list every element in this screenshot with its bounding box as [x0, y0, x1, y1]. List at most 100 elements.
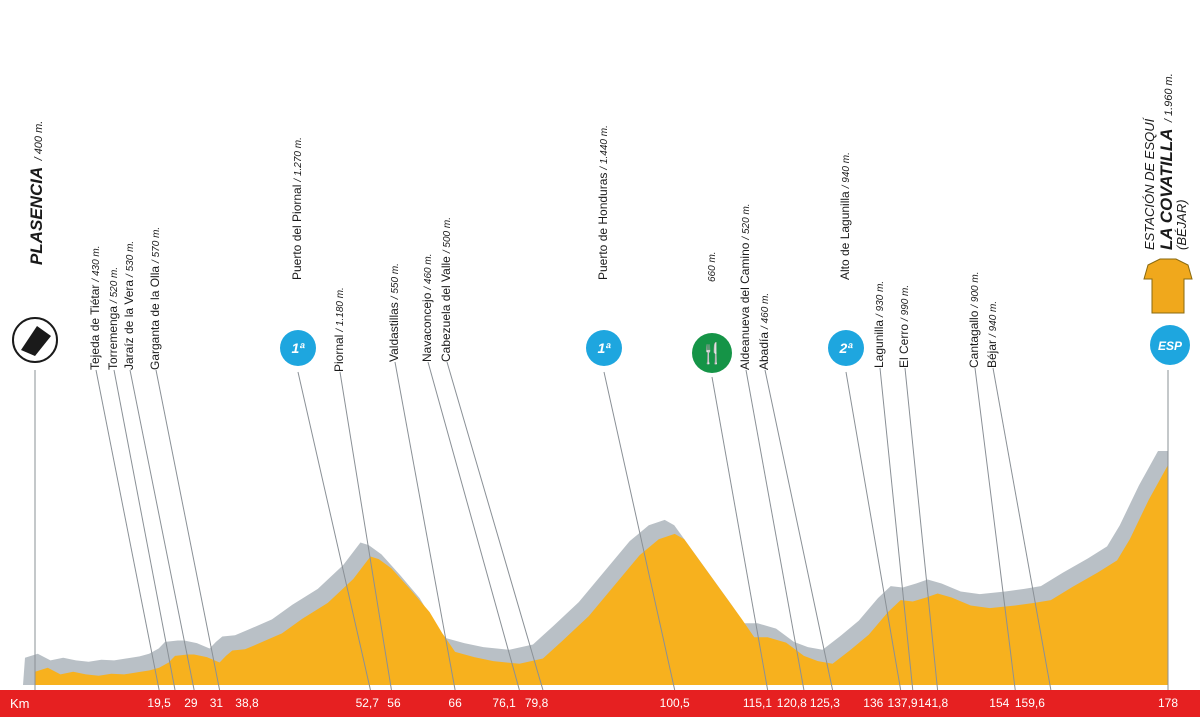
climb-category-label: 1ª	[292, 340, 306, 356]
start-elevation: / 400 m.	[33, 120, 45, 161]
waypoint-name: Tejeda de Tiétar	[88, 284, 102, 370]
waypoint-elevation: / 940 m.	[988, 300, 999, 337]
km-tick-label: 120,8	[776, 696, 807, 710]
waypoint-name: Garganta de la Olla	[148, 265, 162, 370]
feed-zone-circle	[692, 333, 732, 373]
finish-badge: ESP	[1150, 325, 1190, 365]
km-tick-label: 38,8	[235, 696, 259, 710]
waypoint-name: Jaraíz de la Vera	[122, 279, 136, 370]
jersey-icon	[1143, 258, 1193, 314]
waypoint-lines	[34, 361, 1169, 691]
waypoint-elevation: 660 m.	[707, 251, 718, 282]
km-tick-label: 137,9	[887, 696, 918, 710]
waypoint-line	[974, 367, 1016, 691]
waypoint-name: Puerto de Honduras	[596, 172, 610, 280]
climb-badge-circle	[280, 330, 316, 366]
km-tick-label: 178	[1157, 696, 1179, 710]
climb-badge-circle	[586, 330, 622, 366]
waypoint-label: Cabezuela del Valle / 500 m.	[439, 217, 453, 362]
waypoint-elevation: / 990 m.	[900, 284, 911, 321]
waypoint-line	[113, 369, 176, 691]
km-tick-label: 56	[387, 696, 401, 710]
badges: 1ª 1ª 🍴 2ª ESP	[12, 258, 1193, 373]
waypoint-name: Navaconcejo	[420, 292, 434, 362]
waypoint-label: Torremenga / 520 m.	[106, 266, 120, 370]
climb-category-label: 1ª	[598, 340, 612, 356]
climb-badge: 2ª	[828, 330, 864, 366]
waypoint-name: Abadía	[757, 331, 771, 370]
waypoint-name: Cabezuela del Valle	[439, 256, 453, 362]
waypoint-line	[339, 371, 392, 691]
climb-badge-circle	[828, 330, 864, 366]
waypoint-name: Alto de Lagunilla	[838, 191, 852, 280]
km-tick-label: 66	[448, 696, 462, 710]
start-flag-shape	[21, 326, 51, 356]
waypoint-label: Tejeda de Tiétar / 430 m.	[88, 245, 102, 370]
waypoint-name: Torremenga	[106, 305, 120, 370]
waypoint-elevation: / 520 m.	[109, 266, 120, 303]
waypoint-name: Lagunilla	[872, 319, 886, 368]
waypoint-label: Navaconcejo / 460 m.	[420, 253, 434, 362]
km-tick-label: 79,8	[524, 696, 549, 710]
waypoint-name: Béjar	[985, 339, 999, 368]
feed-zone-badge: 🍴	[692, 333, 732, 373]
waypoint-elevation: / 500 m.	[442, 217, 453, 254]
km-axis-title: Km	[10, 696, 30, 711]
climb-category-label: 2ª	[839, 340, 854, 356]
km-tick-label: 29	[184, 696, 198, 710]
waypoint-line	[992, 367, 1052, 691]
waypoint-line	[446, 361, 544, 691]
profile-area-path	[35, 465, 1168, 685]
waypoint-elevation: / 930 m.	[875, 280, 886, 317]
waypoint-elevation: / 940 m.	[841, 152, 852, 189]
waypoint-elevation: / 1.440 m.	[599, 125, 610, 170]
waypoint-label: Béjar / 940 m.	[985, 300, 999, 368]
waypoint-line	[297, 371, 371, 691]
waypoint-label: Valdastillas / 550 m.	[387, 263, 401, 362]
km-tick-label: 136	[863, 696, 884, 710]
finish-label: LA COVATILLA / 1.960 m.	[1157, 73, 1176, 250]
finish-badge-circle	[1150, 325, 1190, 365]
waypoint-elevation: / 520 m.	[741, 203, 752, 240]
waypoint-name: El Cerro	[897, 323, 911, 368]
waypoint-label: El Cerro / 990 m.	[897, 284, 911, 368]
waypoint-line	[95, 369, 160, 691]
waypoint-label: 660 m.	[705, 251, 718, 285]
waypoint-line	[711, 376, 769, 691]
waypoint-elevation: / 550 m.	[390, 263, 401, 300]
waypoint-line	[879, 367, 914, 691]
km-tick-label: 141,8	[918, 696, 949, 710]
profile-area	[35, 465, 1168, 685]
waypoint-elevation: / 460 m.	[760, 292, 771, 329]
waypoint-elevation: / 530 m.	[125, 240, 136, 277]
waypoint-label: Garganta de la Olla / 570 m.	[148, 227, 162, 370]
start-flag-icon	[12, 317, 58, 363]
finish-prefix: ESTACIÓN DE ESQUÍ	[1142, 118, 1157, 250]
waypoint-label: Lagunilla / 930 m.	[872, 280, 886, 368]
climb-badge: 1ª	[280, 330, 316, 366]
waypoint-name: Cantagallo	[967, 310, 981, 368]
waypoint-line	[129, 369, 195, 691]
waypoint-label: Jaraíz de la Vera / 530 m.	[122, 240, 136, 370]
fork-knife-icon: 🍴	[700, 341, 725, 365]
km-tick-label: 31	[209, 696, 224, 710]
start-name: PLASENCIA	[27, 166, 46, 265]
waypoint-elevation: / 430 m.	[91, 245, 102, 282]
waypoint-label: Aldeanueva del Camino / 520 m.	[738, 203, 752, 370]
waypoint-line	[427, 361, 520, 691]
climb-badge: 1ª	[586, 330, 622, 366]
km-tick-label: 100,5	[659, 696, 690, 710]
km-axis-bar	[0, 690, 1200, 717]
waypoint-label: Puerto de Honduras / 1.440 m.	[596, 125, 610, 280]
finish-sub: (BÉJAR)	[1174, 199, 1189, 250]
km-tick-label: 19,5	[147, 696, 171, 710]
waypoint-label: Alto de Lagunilla / 940 m.	[838, 152, 852, 280]
waypoint-elevation: / 900 m.	[970, 271, 981, 308]
waypoint-elevation: / 1.180 m.	[335, 287, 346, 332]
waypoint-line	[904, 367, 939, 691]
waypoint-line	[764, 369, 834, 691]
km-tick-label: 115,1	[742, 696, 773, 710]
start-label: PLASENCIA / 400 m.	[27, 120, 46, 265]
km-tick-label: 76,1	[492, 696, 516, 710]
